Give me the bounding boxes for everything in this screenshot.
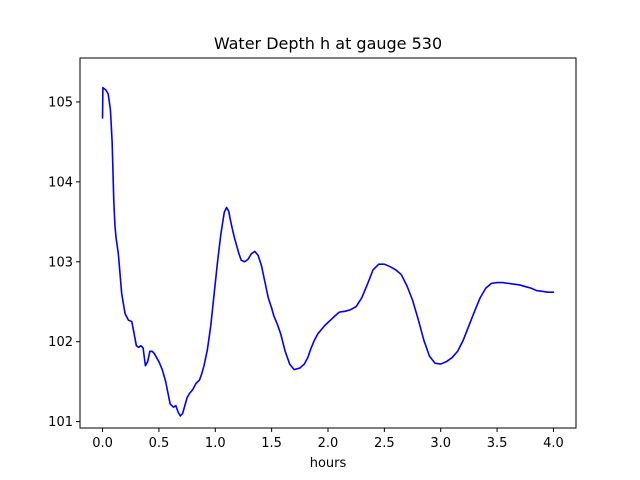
y-tick-label: 104 bbox=[48, 175, 73, 190]
x-axis-label: hours bbox=[310, 456, 347, 471]
x-tick-label: 2.5 bbox=[374, 436, 395, 451]
y-axis-ticks: 101 102 103 104 105 bbox=[48, 95, 80, 430]
y-tick-label: 105 bbox=[48, 95, 73, 110]
x-axis-ticks: 0.0 0.5 1.0 1.5 2.0 2.5 3.0 3.5 4.0 bbox=[92, 428, 564, 451]
x-tick-label: 0.0 bbox=[92, 436, 113, 451]
chart-title: Water Depth h at gauge 530 bbox=[214, 34, 442, 53]
y-tick-label: 101 bbox=[48, 415, 73, 430]
x-tick-label: 0.5 bbox=[149, 436, 170, 451]
x-tick-label: 3.5 bbox=[487, 436, 508, 451]
x-tick-label: 2.0 bbox=[318, 436, 339, 451]
x-tick-label: 3.0 bbox=[430, 436, 451, 451]
x-tick-label: 1.0 bbox=[205, 436, 226, 451]
x-tick-label: 4.0 bbox=[543, 436, 564, 451]
y-tick-label: 103 bbox=[48, 255, 73, 270]
x-tick-label: 1.5 bbox=[261, 436, 282, 451]
y-tick-label: 102 bbox=[48, 335, 73, 350]
water-depth-line bbox=[101, 86, 555, 417]
